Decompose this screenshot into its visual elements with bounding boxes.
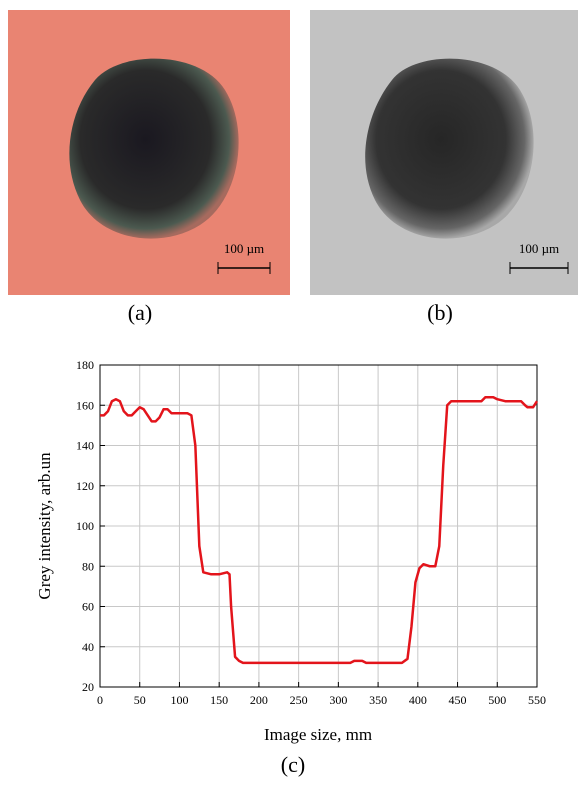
- y-tick-label: 140: [76, 439, 94, 453]
- y-tick-label: 20: [82, 680, 94, 694]
- scale-label: 100 µm: [519, 241, 559, 256]
- image-b: 100 µm: [310, 10, 578, 295]
- data-line: [100, 397, 537, 663]
- x-tick-label: 300: [329, 693, 347, 707]
- x-tick-label: 450: [449, 693, 467, 707]
- x-tick-label: 50: [134, 693, 146, 707]
- panel-label: (b): [427, 300, 453, 325]
- scale-label: 100 µm: [224, 241, 264, 256]
- y-tick-label: 120: [76, 479, 94, 493]
- y-tick-label: 160: [76, 398, 94, 412]
- x-tick-label: 150: [210, 693, 228, 707]
- y-tick-label: 100: [76, 519, 94, 533]
- image-a: 100 µm: [8, 10, 290, 295]
- y-tick-label: 60: [82, 600, 94, 614]
- figure: 100 µm (a) 100 µm (b) Image size, mm Gre…: [0, 0, 586, 784]
- x-tick-label: 100: [170, 693, 188, 707]
- x-tick-label: 350: [369, 693, 387, 707]
- panel-label: (c): [281, 752, 305, 777]
- x-tick-label: 200: [250, 693, 268, 707]
- y-axis-title: Grey intensity, arb.un: [35, 452, 54, 600]
- x-tick-label: 400: [409, 693, 427, 707]
- x-tick-label: 250: [290, 693, 308, 707]
- panel-label: (a): [128, 300, 152, 325]
- y-tick-label: 40: [82, 640, 94, 654]
- x-axis-title: Image size, mm: [264, 725, 372, 744]
- y-tick-label: 80: [82, 559, 94, 573]
- y-tick-label: 180: [76, 358, 94, 372]
- x-tick-label: 550: [528, 693, 546, 707]
- x-tick-label: 500: [488, 693, 506, 707]
- x-tick-label: 0: [97, 693, 103, 707]
